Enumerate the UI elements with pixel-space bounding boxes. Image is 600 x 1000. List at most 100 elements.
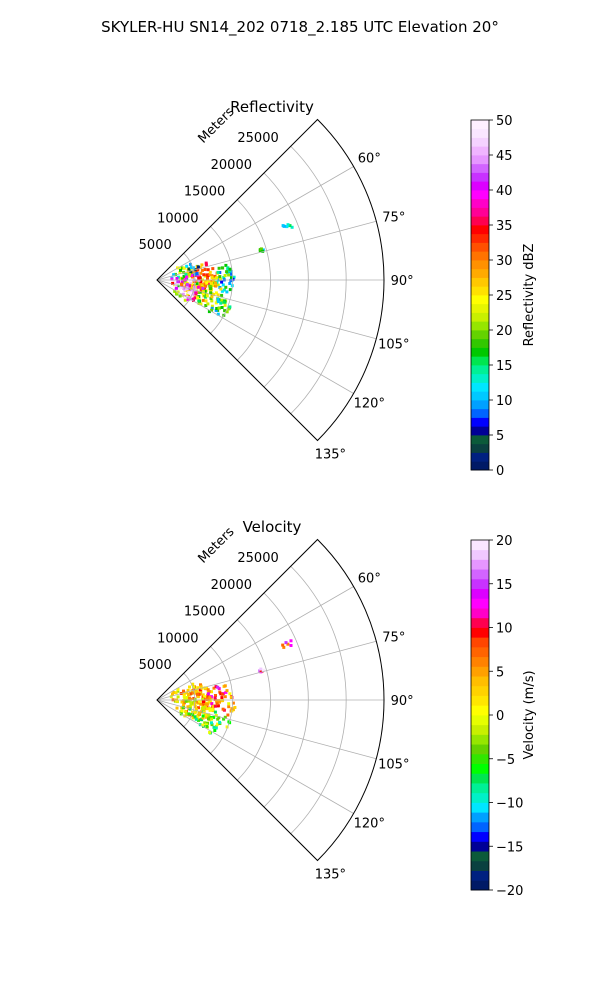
echo-gate — [186, 705, 190, 709]
echo-gate — [199, 702, 203, 706]
echo-gate — [217, 716, 221, 720]
echo-gate — [210, 702, 214, 706]
echo-gate — [285, 225, 289, 229]
colorbar-tick-label: 0 — [496, 709, 504, 724]
echo-gate — [170, 277, 174, 281]
echo-gate — [181, 277, 185, 281]
echo-cluster — [182, 682, 200, 697]
echo-gate — [219, 692, 223, 696]
echo-gate — [194, 285, 198, 288]
echo-gate — [213, 697, 217, 701]
echo-gate — [213, 704, 217, 708]
echo-gate — [225, 310, 229, 314]
echo-gate — [220, 293, 224, 297]
echo-gate — [196, 686, 200, 690]
colorbar-swatch — [471, 365, 489, 375]
colorbar-swatch — [471, 163, 489, 173]
echo-gate — [210, 723, 214, 727]
colorbar-swatch — [471, 426, 489, 436]
echo-gate — [220, 280, 224, 284]
echo-gate — [210, 299, 214, 303]
colorbar-swatch — [471, 417, 489, 427]
colorbar-swatch — [471, 137, 489, 147]
azimuth-spoke — [156, 699, 354, 814]
echo-gate — [202, 710, 206, 714]
echo-cluster — [213, 684, 229, 703]
echo-gate — [200, 707, 204, 711]
range-tick-label: 20000 — [211, 158, 252, 173]
echo-gate — [196, 285, 200, 289]
colorbar-swatch — [471, 646, 489, 658]
echo-gate — [223, 274, 227, 277]
echo-gate — [227, 702, 231, 706]
echo-gate — [207, 310, 211, 314]
echo-gate — [232, 275, 236, 279]
echo-gate — [203, 721, 207, 725]
colorbar-swatch — [471, 277, 489, 287]
echo-gate — [178, 266, 182, 270]
echo-gate — [222, 300, 226, 304]
colorbar-swatch — [471, 242, 489, 252]
echo-gate — [229, 272, 233, 276]
echo-gate — [216, 312, 220, 316]
echo-gate — [223, 303, 227, 307]
echo-gate — [228, 267, 232, 271]
echo-gate — [218, 690, 222, 694]
colorbar-swatch — [471, 598, 489, 609]
echo-gate — [221, 266, 225, 270]
echo-gate — [175, 699, 179, 703]
echo-gate — [197, 291, 201, 294]
echo-gate — [201, 292, 205, 296]
echo-gate — [176, 689, 180, 693]
echo-gate — [185, 287, 189, 291]
echo-gate — [188, 273, 192, 277]
range-tick-label: 20000 — [211, 578, 252, 593]
colorbar-swatch — [471, 286, 489, 296]
echo-gate — [230, 276, 233, 280]
echo-gate — [192, 299, 195, 302]
colorbar-tick-label: 5 — [496, 665, 504, 680]
sector-frame — [156, 538, 385, 862]
echo-gate — [194, 717, 198, 721]
echo-gate — [173, 280, 177, 284]
echo-gate — [196, 265, 200, 269]
azimuth-tick-label: 90° — [391, 694, 414, 709]
azimuth-tick-label: 135° — [315, 447, 346, 462]
colorbar-swatch — [471, 443, 489, 453]
colorbar-swatch — [471, 851, 489, 862]
echo-gate — [284, 641, 288, 645]
echo-gate — [216, 722, 220, 726]
colorbar-tick-label: 5 — [496, 429, 504, 444]
echo-gate — [183, 281, 187, 285]
echo-gate — [192, 687, 196, 691]
colorbar-swatch — [471, 617, 489, 628]
colorbar: 0 5 10 15 20 25 30 35 40 45 50 Reflectivity dBZ — [470, 114, 537, 479]
echo-gate — [217, 699, 220, 703]
colorbar-swatch — [471, 802, 489, 813]
echo-gate — [195, 692, 199, 696]
echo-gate — [196, 296, 200, 300]
echo-cluster — [281, 639, 293, 649]
echo-gate — [220, 289, 224, 293]
echo-gate — [219, 287, 223, 291]
colorbar-swatch — [471, 821, 489, 833]
echo-gate — [213, 696, 217, 700]
colorbar-swatch — [471, 268, 489, 278]
echo-gate — [188, 704, 192, 708]
echo-gate — [204, 715, 208, 719]
echo-gate — [216, 297, 220, 301]
echo-gate — [210, 295, 214, 299]
echo-gate — [201, 723, 205, 727]
echo-gate — [203, 287, 207, 291]
echo-gate — [203, 268, 207, 271]
echo-gate — [206, 694, 210, 698]
range-tick-label: 10000 — [157, 211, 198, 226]
colorbar-swatch — [471, 190, 489, 200]
echo-gate — [205, 703, 209, 707]
echo-gate — [187, 270, 190, 274]
echo-gate — [229, 695, 233, 699]
echo-gate — [177, 287, 181, 291]
echo-gate — [216, 685, 220, 689]
echo-gate — [189, 279, 193, 283]
echo-gate — [225, 290, 229, 294]
